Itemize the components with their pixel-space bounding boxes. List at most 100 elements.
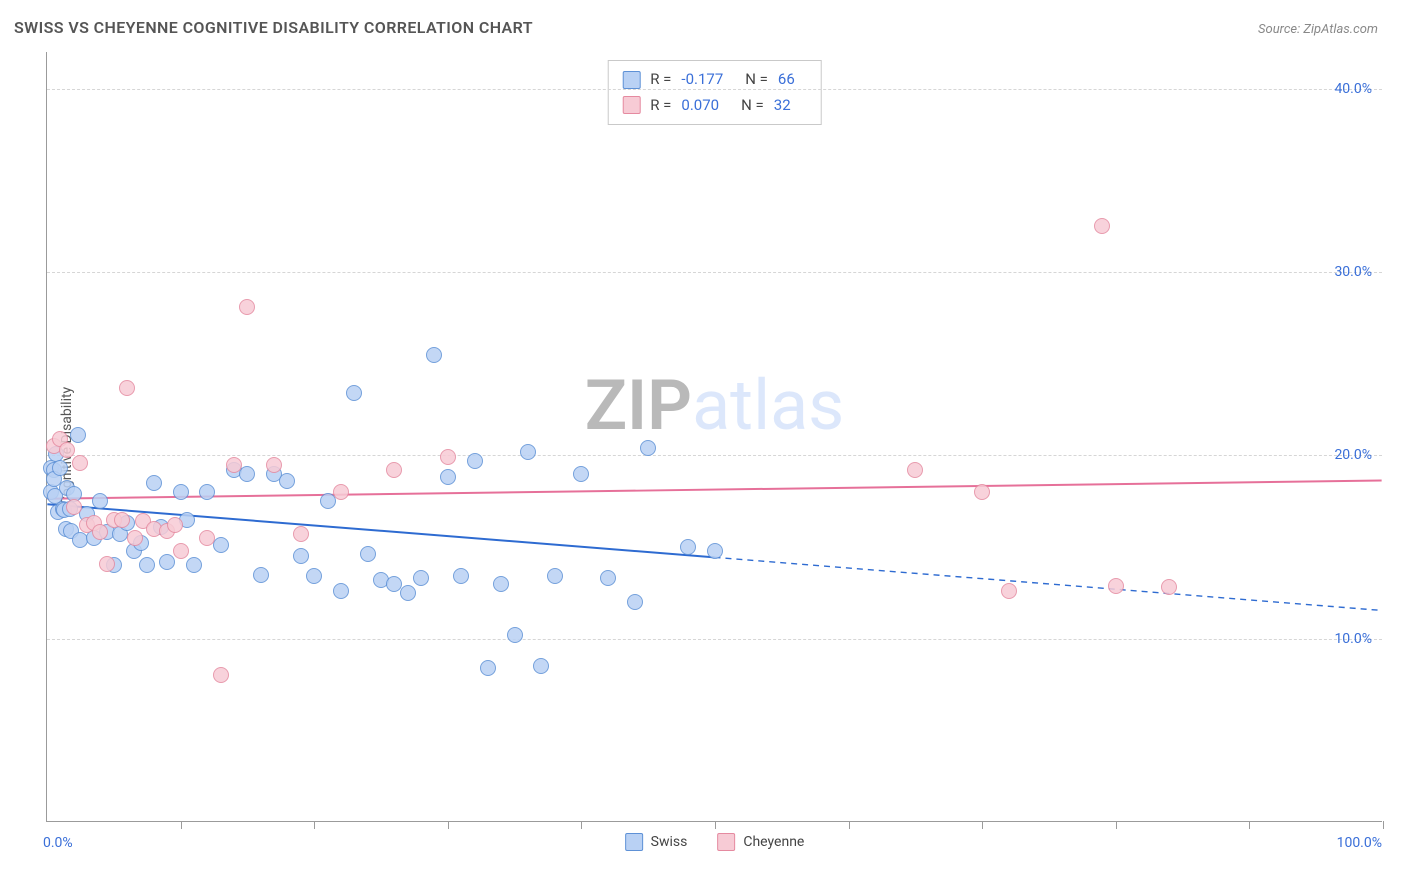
- legend-series: Swiss Cheyenne: [625, 833, 805, 851]
- scatter-point: [92, 524, 108, 540]
- x-axis-max-label: 100.0%: [1337, 835, 1382, 851]
- legend-row-cheyenne: R = 0.070 N = 32: [622, 93, 807, 119]
- scatter-point: [333, 484, 349, 500]
- scatter-point: [974, 484, 990, 500]
- scatter-point: [266, 457, 282, 473]
- legend-label-cheyenne: Cheyenne: [743, 834, 804, 850]
- legend-label-swiss: Swiss: [651, 834, 688, 850]
- scatter-point: [306, 568, 322, 584]
- scatter-point: [167, 517, 183, 533]
- x-axis-min-label: 0.0%: [43, 835, 73, 851]
- scatter-point: [173, 484, 189, 500]
- x-tick: [1383, 821, 1384, 829]
- scatter-point: [547, 568, 563, 584]
- scatter-point: [293, 548, 309, 564]
- scatter-point: [239, 299, 255, 315]
- legend-swatch-swiss: [622, 71, 640, 89]
- scatter-point: [346, 385, 362, 401]
- scatter-point: [426, 347, 442, 363]
- scatter-point: [640, 440, 656, 456]
- watermark-part1: ZIP: [585, 365, 692, 447]
- scatter-point: [1094, 218, 1110, 234]
- scatter-point: [413, 570, 429, 586]
- scatter-point: [440, 449, 456, 465]
- x-tick: [314, 821, 315, 829]
- scatter-point: [66, 499, 82, 515]
- scatter-point: [146, 475, 162, 491]
- legend-swatch-swiss-icon: [625, 833, 643, 851]
- y-tick-label: 40.0%: [1334, 81, 1372, 97]
- trend-line-dashed: [715, 557, 1382, 610]
- chart-container: SWISS VS CHEYENNE COGNITIVE DISABILITY C…: [0, 0, 1406, 892]
- scatter-point: [293, 526, 309, 542]
- scatter-point: [493, 576, 509, 592]
- x-tick: [849, 821, 850, 829]
- scatter-point: [114, 512, 130, 528]
- scatter-point: [199, 530, 215, 546]
- x-tick: [1249, 821, 1250, 829]
- scatter-point: [213, 667, 229, 683]
- chart-title: SWISS VS CHEYENNE COGNITIVE DISABILITY C…: [14, 18, 533, 37]
- scatter-point: [627, 594, 643, 610]
- scatter-point: [99, 556, 115, 572]
- scatter-point: [119, 380, 135, 396]
- scatter-point: [507, 627, 523, 643]
- scatter-point: [907, 462, 923, 478]
- scatter-point: [186, 557, 202, 573]
- x-tick: [448, 821, 449, 829]
- scatter-point: [139, 557, 155, 573]
- watermark-part2: atlas: [692, 365, 844, 447]
- n-value-cheyenne: 32: [774, 93, 791, 119]
- gridline: [47, 639, 1382, 640]
- scatter-point: [226, 457, 242, 473]
- legend-swatch-cheyenne: [622, 96, 640, 114]
- scatter-point: [72, 455, 88, 471]
- scatter-point: [59, 442, 75, 458]
- scatter-point: [333, 583, 349, 599]
- trend-line-solid: [47, 480, 1381, 498]
- scatter-point: [1001, 583, 1017, 599]
- y-tick-label: 20.0%: [1334, 447, 1372, 463]
- source-attribution: Source: ZipAtlas.com: [1258, 22, 1378, 37]
- scatter-point: [199, 484, 215, 500]
- scatter-point: [520, 444, 536, 460]
- scatter-point: [467, 453, 483, 469]
- r-value-cheyenne: 0.070: [681, 93, 719, 119]
- n-label: N =: [741, 93, 764, 119]
- trend-lines-svg: [47, 52, 1382, 821]
- scatter-point: [573, 466, 589, 482]
- scatter-point: [239, 466, 255, 482]
- scatter-point: [127, 530, 143, 546]
- scatter-point: [173, 543, 189, 559]
- watermark: ZIPatlas: [585, 365, 845, 447]
- x-tick: [181, 821, 182, 829]
- scatter-point: [279, 473, 295, 489]
- scatter-point: [480, 660, 496, 676]
- scatter-point: [453, 568, 469, 584]
- scatter-point: [400, 585, 416, 601]
- scatter-point: [533, 658, 549, 674]
- gridline: [47, 455, 1382, 456]
- scatter-point: [360, 546, 376, 562]
- scatter-point: [600, 570, 616, 586]
- scatter-point: [1108, 578, 1124, 594]
- scatter-point: [440, 469, 456, 485]
- gridline: [47, 89, 1382, 90]
- plot-area: ZIPatlas R = -0.177 N = 66 R = 0.070 N =…: [46, 52, 1382, 822]
- legend-item-swiss: Swiss: [625, 833, 688, 851]
- scatter-point: [253, 567, 269, 583]
- y-tick-label: 30.0%: [1334, 264, 1372, 280]
- scatter-point: [1161, 579, 1177, 595]
- legend-item-cheyenne: Cheyenne: [717, 833, 804, 851]
- scatter-point: [159, 554, 175, 570]
- scatter-point: [386, 462, 402, 478]
- scatter-point: [707, 543, 723, 559]
- scatter-point: [52, 460, 68, 476]
- legend-swatch-cheyenne-icon: [717, 833, 735, 851]
- r-label: R =: [650, 93, 671, 119]
- scatter-point: [92, 493, 108, 509]
- x-tick: [982, 821, 983, 829]
- x-tick: [715, 821, 716, 829]
- legend-correlation: R = -0.177 N = 66 R = 0.070 N = 32: [607, 60, 822, 125]
- x-tick: [1116, 821, 1117, 829]
